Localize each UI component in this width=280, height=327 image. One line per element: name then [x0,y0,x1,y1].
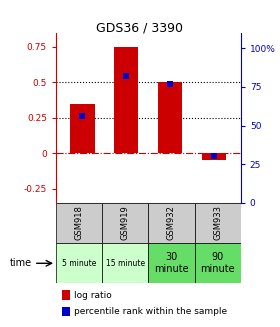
Bar [102,203,148,243]
Bar [195,203,241,243]
Bar [56,243,102,284]
Bar [195,243,241,284]
Text: GSM933: GSM933 [213,205,222,240]
Bar [70,104,94,153]
Text: 5 minute: 5 minute [62,259,96,268]
Text: 30
minute: 30 minute [154,252,189,274]
Point [124,73,129,78]
Text: GSM932: GSM932 [167,206,176,240]
Text: log ratio: log ratio [74,291,112,300]
Bar [148,203,195,243]
Bar [158,82,183,153]
Text: percentile rank within the sample: percentile rank within the sample [74,307,228,316]
Bar [56,203,102,243]
Text: GSM919: GSM919 [121,206,130,240]
Point [80,113,85,119]
Point [212,154,217,159]
Bar [114,47,139,153]
Text: GSM918: GSM918 [74,206,84,240]
Bar [62,307,70,316]
Text: GDS36 / 3390: GDS36 / 3390 [97,21,183,34]
Bar [62,290,70,300]
Text: 90
minute: 90 minute [200,252,235,274]
Text: 15 minute: 15 minute [106,259,145,268]
Text: time: time [10,258,32,268]
Bar [202,153,227,160]
Bar [148,243,195,284]
Bar [102,243,148,284]
Point [168,81,173,86]
